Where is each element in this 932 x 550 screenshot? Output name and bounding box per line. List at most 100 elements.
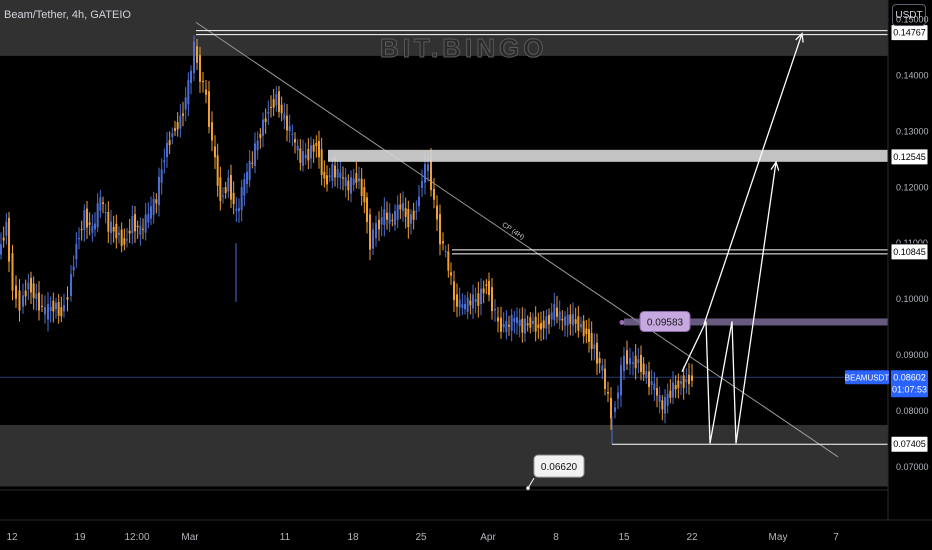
candle-body [532, 320, 534, 324]
candle-body [497, 317, 499, 322]
candle-body [168, 140, 171, 145]
candle-body [632, 362, 634, 364]
symbol-tag [845, 370, 889, 385]
candle-body [49, 306, 52, 311]
candle-body [680, 381, 682, 384]
candle-body [0, 244, 2, 255]
candle-body [677, 380, 680, 389]
candle-body [640, 354, 642, 372]
price-tick-label: 0.12000 [896, 182, 929, 192]
level-012545-band [328, 149, 888, 162]
candle-body [433, 188, 435, 200]
candle-body [224, 187, 227, 194]
candle-body [160, 169, 163, 183]
current-price-tag [891, 370, 928, 398]
price-tick-label: 0.07000 [896, 462, 929, 472]
candle-body [418, 196, 420, 206]
candle-body [214, 146, 216, 158]
candle-body [642, 363, 645, 375]
symbol-tag-label: BEAMUSDT [845, 373, 890, 382]
candle-body [623, 355, 625, 371]
candle-body [472, 294, 474, 309]
candle-body [136, 225, 139, 228]
candle-body [63, 305, 65, 312]
candle-body [629, 358, 631, 365]
candle-body [396, 204, 399, 221]
candle-body [184, 97, 187, 110]
candle-body [190, 70, 192, 83]
candle-body [94, 223, 96, 230]
candle-body [120, 229, 123, 246]
candle-body [485, 284, 488, 286]
candle-body [344, 177, 347, 187]
candle-body [254, 143, 256, 166]
candle-body [453, 281, 455, 301]
candle-body [134, 214, 136, 232]
candle-body [363, 187, 366, 203]
level-012545-tag-label: 0.12545 [893, 152, 926, 162]
candle-body [427, 164, 429, 171]
candle-body [248, 160, 251, 181]
candle-body [278, 91, 280, 112]
candle-body [155, 199, 158, 204]
candle-body [32, 283, 35, 298]
candle-body [15, 285, 17, 299]
candle-body [240, 187, 243, 210]
time-tick-label: 25 [415, 532, 427, 543]
candle-body [60, 307, 63, 317]
candle-body [219, 177, 222, 201]
candle-body [30, 277, 32, 293]
current-price-value: 0.08602 [893, 372, 926, 382]
candle-body [47, 303, 49, 320]
candle-body [666, 393, 669, 406]
candle-body [131, 215, 134, 234]
candle-body [518, 319, 521, 327]
level-014767-tag-label: 0.14767 [893, 28, 926, 38]
candle-body [672, 382, 674, 398]
candle-body [614, 407, 616, 412]
candle-body [70, 274, 72, 297]
time-tick-label: 8 [553, 532, 559, 543]
candle-body [112, 226, 115, 232]
candle-body [572, 313, 574, 326]
time-tick-label: 19 [74, 532, 86, 543]
candle-body [286, 115, 288, 131]
candle-body [569, 314, 572, 324]
candle-body [556, 307, 558, 317]
candle-body [524, 318, 526, 334]
candle-body [296, 145, 299, 151]
candle-body [464, 303, 466, 310]
candle-body [315, 142, 318, 146]
candle-body [553, 304, 556, 321]
candle-body [461, 304, 464, 309]
candle-body [302, 150, 304, 166]
candle-body [510, 314, 513, 331]
price-axis [888, 0, 932, 550]
candle-body [620, 365, 622, 396]
currency-button[interactable]: USDT [892, 4, 926, 26]
candle-body [580, 324, 582, 328]
symbol-title: Beam/Tether, 4h, GATEIO [4, 9, 131, 21]
candle-body [123, 238, 126, 245]
candle-body [66, 297, 69, 300]
candle-body [394, 211, 396, 225]
candle-body [466, 297, 469, 312]
time-tick-label: 7 [833, 532, 839, 543]
candle-body [166, 142, 168, 158]
projection-path-2 [703, 33, 803, 325]
candle-body [661, 400, 664, 410]
candle-body [494, 308, 496, 311]
time-tick-label: Apr [480, 532, 496, 543]
candle-body [439, 214, 441, 245]
candle-body [617, 392, 619, 399]
candle-body [626, 350, 628, 365]
candle-body [442, 241, 444, 244]
candle-body [534, 316, 537, 332]
candle-body [412, 210, 415, 220]
candle-body [110, 221, 112, 234]
candle-body [588, 329, 590, 342]
level-014767-tag [890, 24, 929, 42]
candle-body [558, 311, 561, 321]
low-callout-pointer [527, 477, 535, 489]
